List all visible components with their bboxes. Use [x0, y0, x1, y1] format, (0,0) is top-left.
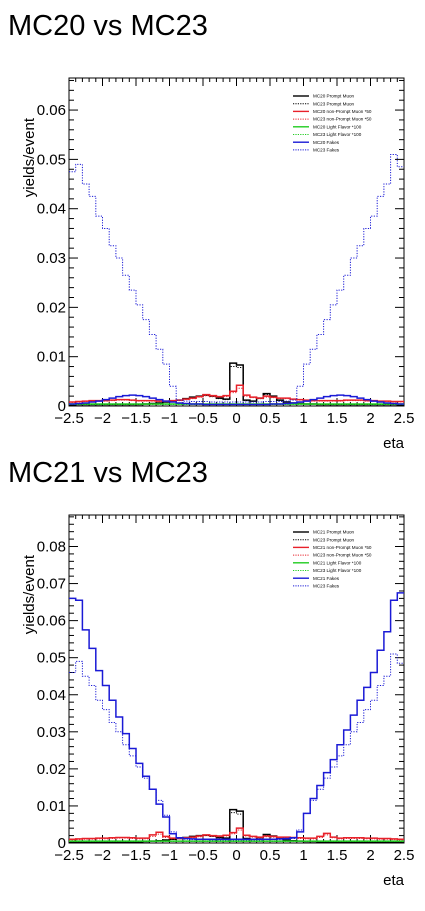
x-tick-label: 0.5	[260, 847, 281, 864]
chart-panel-mc21-vs-mc23: MC21 vs MC23 −2.5 −2 −1.5 −1 −0.5 0 0.5 1 1.5 2 2.…	[0, 455, 425, 911]
x-axis-title: eta	[383, 872, 405, 889]
y-tick-label: 0.03	[37, 724, 66, 741]
x-tick-label: 1.5	[327, 847, 348, 864]
legend-label: MC23 non-Prompt Muon *50	[313, 117, 372, 122]
chart-mc21-vs-mc23: −2.5 −2 −1.5 −1 −0.5 0 0.5 1 1.5 2 2.5 0 0.01 0.02 0.0…	[21, 514, 415, 889]
legend-label: MC23 Light Flavor *100	[313, 132, 362, 137]
y-tick-label: 0.01	[37, 798, 66, 815]
x-tick-label: 0	[232, 410, 240, 427]
y-tick-label: 0.07	[37, 576, 66, 593]
x-tick-label: 0.5	[260, 410, 281, 427]
legend-label: MC23 Prompt Muon	[313, 101, 355, 106]
x-tick-label: 2.5	[394, 410, 415, 427]
x-tick-label: −0.5	[188, 847, 218, 864]
series-group	[69, 153, 404, 406]
series-line	[69, 829, 404, 841]
y-axis-title: yields/event	[21, 117, 38, 197]
x-tick-label: 2.5	[394, 847, 415, 864]
y-tick-label: 0.06	[37, 613, 66, 630]
chart-title: MC20 vs MC23	[8, 10, 208, 42]
y-tick-label: 0.01	[37, 349, 66, 366]
series-line	[69, 653, 404, 841]
series-group	[69, 592, 404, 843]
y-tick-label: 0.02	[37, 761, 66, 778]
legend-label: MC20 non-Prompt Muon *50	[313, 109, 372, 114]
legend-label: MC23 Fakes	[313, 584, 340, 589]
chart-mc20-vs-mc23: −2.5 −2 −1.5 −1 −0.5 0 0.5 1 1.5 2 2.5 0 0.01 0.02 0.0…	[21, 77, 415, 452]
legend-label: MC21 Fakes	[313, 576, 340, 581]
legend-label: MC23 Light Flavor *100	[313, 568, 362, 573]
y-tick-label: 0.06	[37, 102, 66, 119]
x-tick-label: −1.5	[121, 847, 151, 864]
x-tick-label: −1	[161, 847, 178, 864]
chart-panel-mc20-vs-mc23: MC20 vs MC23 −2.5 −2 −1.5 −1 −0.5 0 0.5 1 1.5 2 2.…	[0, 0, 425, 455]
y-tick-label: 0.05	[37, 151, 66, 168]
x-tick-label: 2	[366, 410, 374, 427]
y-tick-label: 0.05	[37, 650, 66, 667]
legend-label: MC20 Fakes	[313, 140, 340, 145]
y-tick-label: 0.04	[37, 687, 66, 704]
x-tick-label: 0	[232, 847, 240, 864]
y-tick-label: 0.04	[37, 201, 66, 218]
x-tick-label: −0.5	[188, 410, 218, 427]
y-tick-label: 0.02	[37, 299, 66, 316]
legend-label: MC23 non-Prompt Muon *50	[313, 553, 372, 558]
x-tick-label: 2	[366, 847, 374, 864]
x-tick-label: −1	[161, 410, 178, 427]
legend-label: MC23 Fakes	[313, 148, 340, 153]
series-line	[69, 592, 404, 841]
x-tick-label: −2.5	[54, 847, 84, 864]
legend-label: MC23 Prompt Muon	[313, 537, 355, 542]
x-tick-label: −2	[94, 847, 111, 864]
x-axis-title: eta	[383, 435, 405, 452]
x-tick-label: 1	[299, 410, 307, 427]
series-line	[69, 387, 404, 404]
x-tick-label: −2.5	[54, 410, 84, 427]
x-tick-label: −2	[94, 410, 111, 427]
y-tick-label: 0	[58, 835, 66, 852]
y-tick-label: 0	[58, 398, 66, 415]
legend-label: MC21 Prompt Muon	[313, 530, 355, 535]
legend-label: MC20 Prompt Muon	[313, 94, 355, 99]
legend-label: MC20 Light Flavor *100	[313, 124, 362, 129]
series-line	[69, 394, 404, 406]
x-tick-label: 1.5	[327, 410, 348, 427]
y-tick-label: 0.08	[37, 539, 66, 556]
x-tick-label: −1.5	[121, 410, 151, 427]
y-tick-label: 0.03	[37, 250, 66, 267]
chart-title: MC21 vs MC23	[8, 457, 208, 489]
y-axis-title: yields/event	[21, 554, 38, 634]
legend-label: MC21 Light Flavor *100	[313, 560, 362, 565]
x-tick-label: 1	[299, 847, 307, 864]
legend-label: MC21 non-Prompt Muon *50	[313, 545, 372, 550]
